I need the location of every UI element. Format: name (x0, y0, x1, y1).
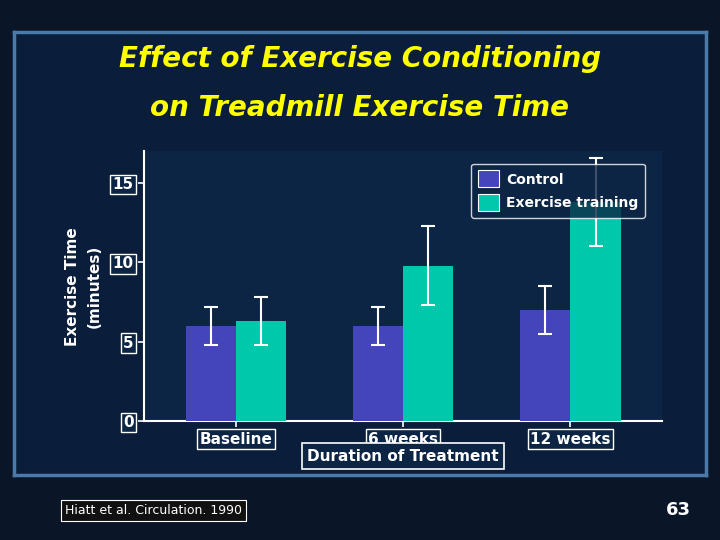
Bar (521, 310, 570, 421)
Legend: Control, Exercise training: Control, Exercise training (471, 164, 645, 218)
Bar (353, 326, 403, 421)
Bar (186, 326, 236, 421)
Text: 63: 63 (666, 501, 691, 519)
Bar (570, 202, 621, 421)
Bar (236, 321, 286, 421)
Text: Effect of Exercise Conditioning: Effect of Exercise Conditioning (119, 45, 601, 73)
Text: Duration of Treatment: Duration of Treatment (307, 449, 499, 464)
Bar (403, 266, 454, 421)
Text: Hiatt et al. Circulation. 1990: Hiatt et al. Circulation. 1990 (65, 504, 242, 517)
Text: on Treadmill Exercise Time: on Treadmill Exercise Time (150, 94, 570, 122)
Y-axis label: Exercise Time
(minutes): Exercise Time (minutes) (66, 227, 102, 346)
